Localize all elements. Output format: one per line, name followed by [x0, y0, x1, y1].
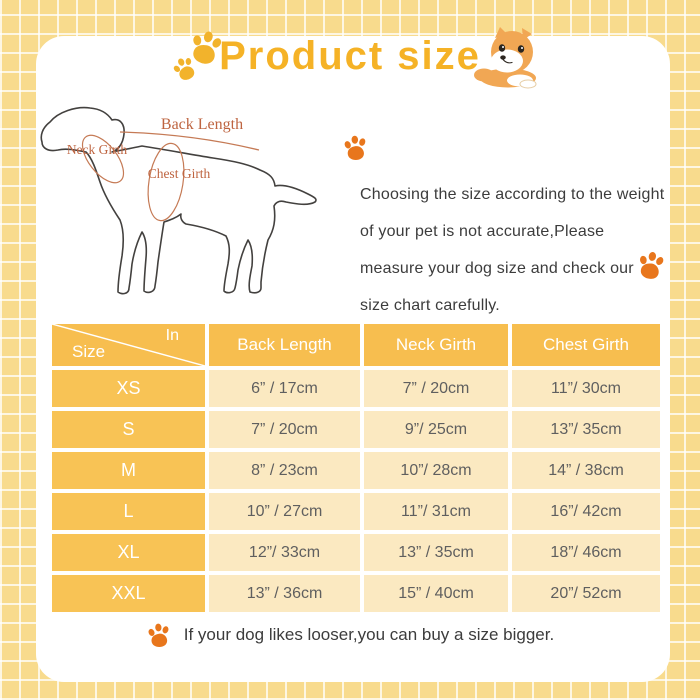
- dog-measurement-diagram: Back Length Neck Girth Chest Girth: [28, 98, 350, 320]
- size-label: XXL: [52, 575, 205, 612]
- chest-girth-line: [147, 142, 185, 222]
- chest-girth-value: 11”/ 30cm: [512, 370, 660, 407]
- neck-girth-value: 15” / 40cm: [364, 575, 508, 612]
- footnote: If your dog likes looser,you can buy a s…: [0, 622, 700, 648]
- chest-girth-value: 16”/ 42cm: [512, 493, 660, 530]
- back-length-value: 6” / 17cm: [209, 370, 360, 407]
- chest-girth-value: 20”/ 52cm: [512, 575, 660, 612]
- table-row: S 7” / 20cm 9”/ 25cm 13”/ 35cm: [52, 411, 660, 448]
- size-label: L: [52, 493, 205, 530]
- back-length-line: [119, 131, 260, 151]
- chest-girth-value: 14” / 38cm: [512, 452, 660, 489]
- corner-size-label: Size: [72, 342, 106, 361]
- back-length-value: 7” / 20cm: [209, 411, 360, 448]
- dog-outline: [40, 106, 317, 295]
- corner-header-cell: In Size: [52, 324, 205, 366]
- footnote-text: If your dog likes looser,you can buy a s…: [183, 625, 555, 644]
- column-header-neck-girth: Neck Girth: [364, 324, 508, 366]
- sizing-advice-text: Choosing the size according to the weigh…: [360, 186, 665, 314]
- size-chart-table: In Size Back Length Neck Girth Chest Gir…: [48, 320, 664, 616]
- table-row: L 10” / 27cm 11”/ 31cm 16”/ 42cm: [52, 493, 660, 530]
- table-row: XS 6” / 17cm 7” / 20cm 11”/ 30cm: [52, 370, 660, 407]
- size-label: S: [52, 411, 205, 448]
- size-label: XS: [52, 370, 205, 407]
- back-length-value: 12”/ 33cm: [209, 534, 360, 571]
- neck-girth-value: 10”/ 28cm: [364, 452, 508, 489]
- neck-girth-value: 13” / 35cm: [364, 534, 508, 571]
- back-length-value: 13” / 36cm: [209, 575, 360, 612]
- back-length-value: 10” / 27cm: [209, 493, 360, 530]
- neck-girth-value: 7” / 20cm: [364, 370, 508, 407]
- column-header-chest-girth: Chest Girth: [512, 324, 660, 366]
- neck-girth-line: [81, 134, 125, 184]
- size-label: XL: [52, 534, 205, 571]
- back-length-value: 8” / 23cm: [209, 452, 360, 489]
- chest-girth-value: 13”/ 35cm: [512, 411, 660, 448]
- diagonal-divider: [52, 324, 205, 366]
- table-header-row: In Size Back Length Neck Girth Chest Gir…: [52, 324, 660, 366]
- shiba-dog-icon: [470, 25, 548, 89]
- neck-girth-value: 9”/ 25cm: [364, 411, 508, 448]
- corner-unit-label: In: [165, 327, 179, 344]
- neck-girth-label: Neck Girth: [67, 142, 128, 157]
- paw-print-icon: [146, 622, 172, 648]
- table-row: XXL 13” / 36cm 15” / 40cm 20”/ 52cm: [52, 575, 660, 612]
- paw-print-icon: [342, 134, 369, 161]
- table-row: M 8” / 23cm 10”/ 28cm 14” / 38cm: [52, 452, 660, 489]
- neck-girth-value: 11”/ 31cm: [364, 493, 508, 530]
- column-header-back-length: Back Length: [209, 324, 360, 366]
- chest-girth-value: 18”/ 46cm: [512, 534, 660, 571]
- back-length-label: Back Length: [161, 116, 243, 133]
- chest-girth-label: Chest Girth: [148, 166, 211, 181]
- size-label: M: [52, 452, 205, 489]
- table-row: XL 12”/ 33cm 13” / 35cm 18”/ 46cm: [52, 534, 660, 571]
- page-title: Product size: [219, 34, 481, 78]
